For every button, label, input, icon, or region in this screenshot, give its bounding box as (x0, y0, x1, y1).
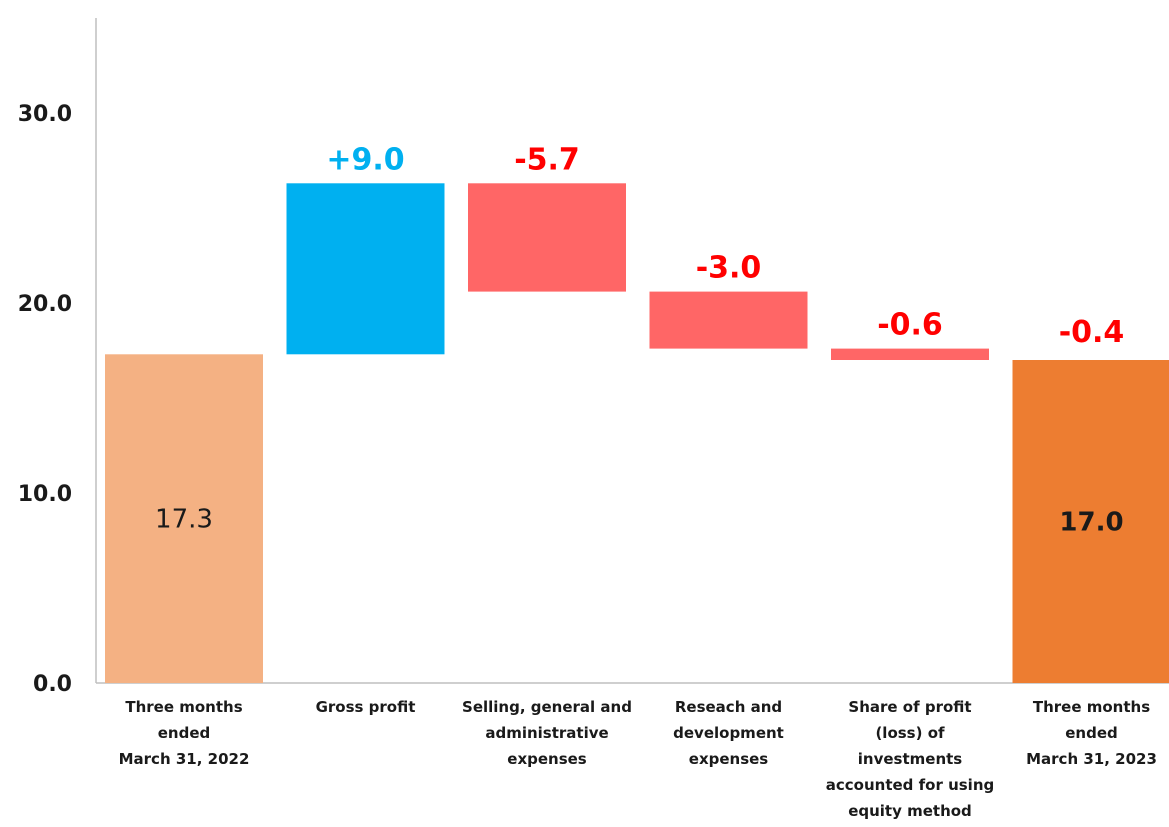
bar-2 (468, 183, 626, 292)
bar-value-label-4: -0.6 (877, 308, 943, 343)
category-label-4: investments (858, 750, 963, 768)
y-tick-label: 30.0 (18, 102, 72, 127)
category-label-5: March 31, 2023 (1026, 750, 1157, 768)
y-axis-ticks: 0.0 10.0 20.0 30.0 (18, 102, 72, 697)
category-label-1: Gross profit (316, 698, 416, 716)
category-labels: Three months ended March 31, 2022 Gross pro… (119, 698, 1157, 820)
category-label-2: Selling, general and (462, 698, 632, 716)
bars (105, 183, 1169, 683)
category-label-0: March 31, 2022 (119, 750, 250, 768)
category-label-5: ended (1065, 724, 1118, 742)
bar-extra-label-5: -0.4 (1059, 315, 1125, 350)
category-label-3: expenses (689, 750, 769, 768)
bar-value-label-5: 17.0 (1059, 508, 1123, 538)
category-label-2: administrative (485, 724, 608, 742)
category-label-4: (loss) of (875, 724, 945, 742)
category-label-4: Share of profit (848, 698, 971, 716)
bar-value-label-0: 17.3 (155, 505, 213, 535)
bar-5 (1012, 360, 1169, 683)
category-label-0: Three months (125, 698, 242, 716)
y-tick-label: 20.0 (18, 292, 72, 317)
bar-1 (286, 183, 445, 355)
bar-value-label-1: +9.0 (326, 142, 404, 177)
category-label-5: Three months (1033, 698, 1150, 716)
category-label-3: development (673, 724, 784, 742)
category-label-3: Reseach and (675, 698, 782, 716)
bar-3 (649, 291, 808, 349)
data-labels: 17.3 +9.0 -5.7 -3.0 -0.6 17.0 -0.4 (155, 142, 1124, 537)
bar-value-label-3: -3.0 (696, 251, 762, 286)
bar-4 (831, 348, 989, 360)
bar-value-label-2: -5.7 (514, 142, 580, 177)
category-label-4: equity method (848, 802, 972, 820)
y-tick-label: 10.0 (18, 482, 72, 507)
category-label-4: accounted for using (826, 776, 995, 794)
category-label-0: ended (158, 724, 211, 742)
bar-0 (105, 354, 263, 683)
y-tick-label: 0.0 (33, 672, 72, 697)
category-label-2: expenses (507, 750, 587, 768)
